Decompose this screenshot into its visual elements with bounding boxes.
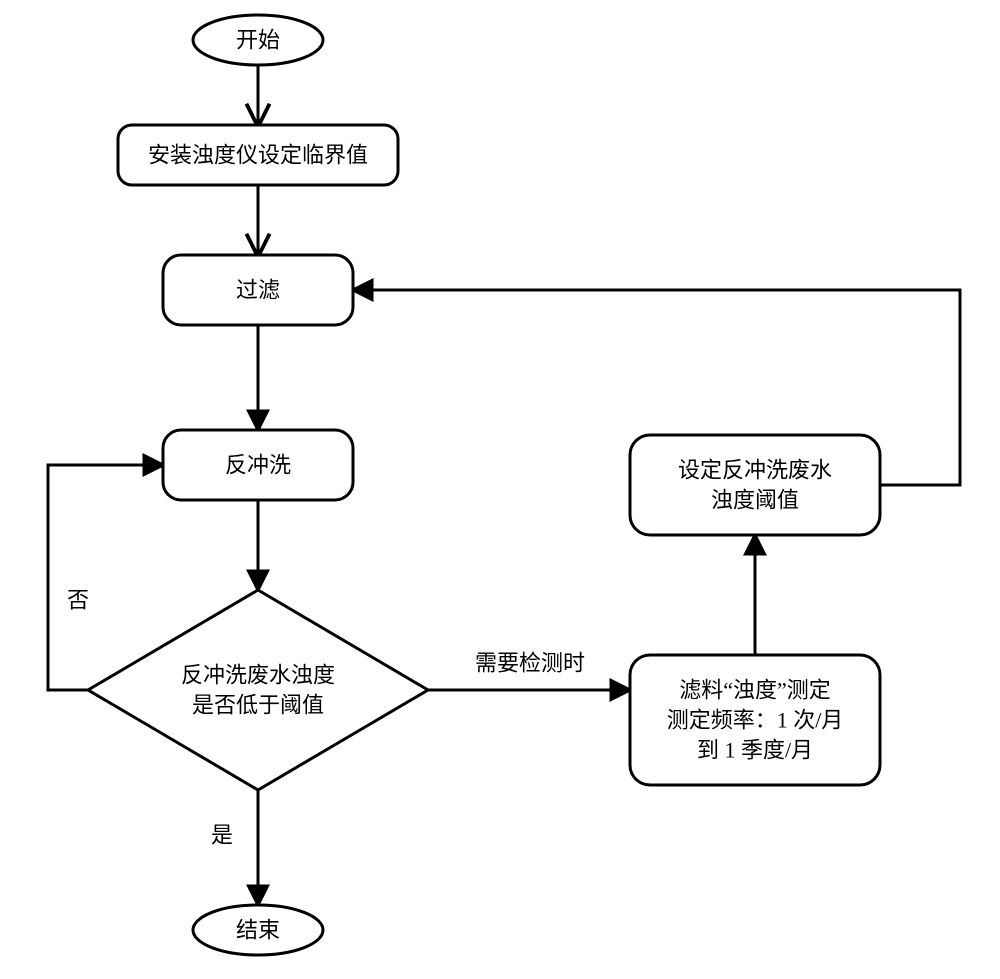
edge-label-e-dec-end: 是 bbox=[211, 823, 233, 848]
flowchart-canvas: 是 否需要检测时 开始安装浊度仪设定临界值过滤反冲洗反冲洗废水浊度是否低于阈值结束 设… bbox=[0, 0, 1000, 979]
node-label-filter: 过滤 bbox=[236, 278, 280, 303]
node-label-decision-line: 反冲洗废水浊度 bbox=[181, 663, 335, 688]
node-decision bbox=[88, 590, 428, 790]
node-label-threshold-line: 设定反冲洗废水 bbox=[678, 458, 832, 483]
node-label-decision-line: 是否低于阈值 bbox=[192, 693, 324, 718]
node-shape-decision bbox=[88, 590, 428, 790]
node-label-threshold-line: 浊度阈值 bbox=[711, 488, 799, 513]
node-label-measure-line: 到 1 季度/月 bbox=[697, 738, 813, 763]
edge-label-e-dec-no: 否 bbox=[67, 588, 89, 613]
node-label-start: 开始 bbox=[236, 28, 280, 53]
node-label-end: 结束 bbox=[236, 918, 280, 943]
node-label-backwash: 反冲洗 bbox=[225, 453, 291, 478]
node-label-install-line: 安装浊度仪设定临界值 bbox=[148, 143, 368, 168]
node-label-measure-line: 测定频率：1 次/月 bbox=[667, 708, 844, 733]
node-label-measure-line: 滤料“浊度”测定 bbox=[679, 678, 831, 703]
node-threshold bbox=[630, 435, 880, 535]
node-label-end-line: 结束 bbox=[236, 918, 280, 943]
edge-label-e-dec-measure: 需要检测时 bbox=[475, 651, 585, 676]
node-label-backwash-line: 反冲洗 bbox=[225, 453, 291, 478]
node-label-start-line: 开始 bbox=[236, 28, 280, 53]
node-label-install: 安装浊度仪设定临界值 bbox=[148, 143, 368, 168]
node-label-filter-line: 过滤 bbox=[236, 278, 280, 303]
node-shape-threshold bbox=[630, 435, 880, 535]
